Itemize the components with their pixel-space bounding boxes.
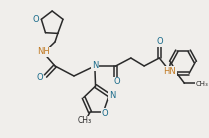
Text: N: N (92, 62, 98, 71)
Text: NH: NH (37, 47, 50, 56)
Text: O: O (36, 72, 43, 82)
Text: HN: HN (163, 67, 176, 75)
Text: O: O (113, 78, 120, 87)
Text: O: O (157, 38, 164, 47)
Text: CH₃: CH₃ (77, 116, 92, 125)
Text: O: O (33, 15, 40, 24)
Text: O: O (102, 109, 108, 118)
Text: CH₃: CH₃ (196, 81, 209, 87)
Text: N: N (109, 91, 115, 100)
